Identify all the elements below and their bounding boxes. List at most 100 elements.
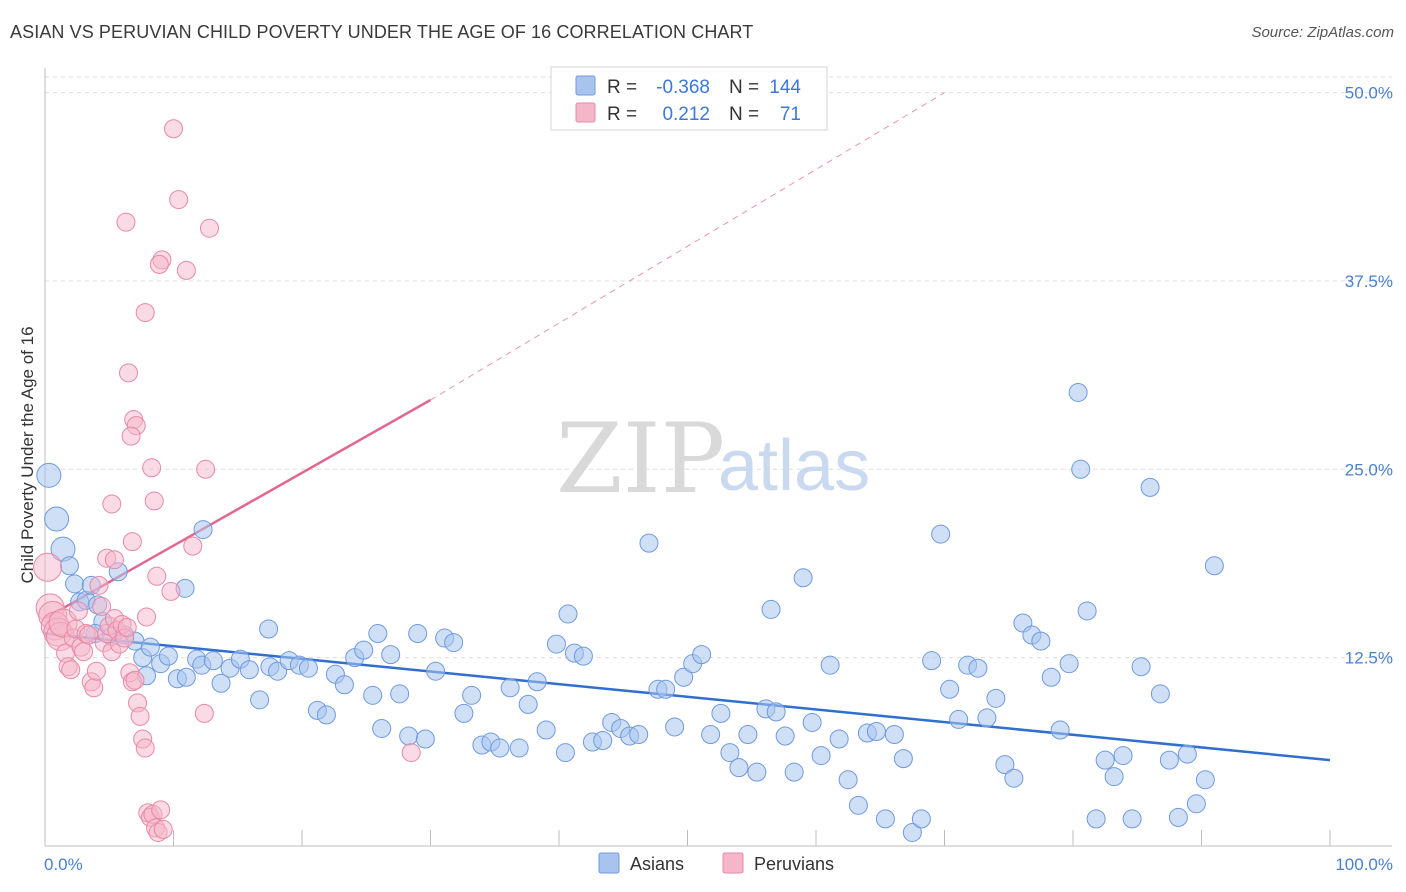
asian-point <box>490 738 510 758</box>
asian-point <box>866 721 886 741</box>
asian-point <box>316 705 336 725</box>
peruvian-point <box>199 218 219 238</box>
asian-point <box>140 637 160 657</box>
asian-point <box>656 679 676 699</box>
asian-point <box>1177 744 1197 764</box>
asian-point <box>968 658 988 678</box>
asian-point <box>1140 477 1160 497</box>
bottom-legend-swatch-peruvian <box>722 852 744 874</box>
peruvian-point <box>125 670 145 690</box>
asian-point <box>390 684 410 704</box>
peruvian-point <box>183 536 203 556</box>
asian-point <box>408 624 428 644</box>
bottom-legend: Asians Peruvians <box>598 852 834 874</box>
asian-point <box>454 703 474 723</box>
asian-point <box>573 646 593 666</box>
asian-point <box>1122 809 1142 829</box>
asian-point <box>354 640 374 660</box>
asian-point <box>536 720 556 740</box>
asian-point <box>820 655 840 675</box>
asian-point <box>922 651 942 671</box>
asian-point <box>893 749 913 769</box>
peruvian-point <box>68 601 88 621</box>
peruvian-point <box>153 819 173 839</box>
asian-point <box>259 619 279 639</box>
asian-point <box>1113 746 1133 766</box>
peruvian-point <box>33 552 63 582</box>
legend-r-value-asian: -0.368 <box>656 77 710 98</box>
peruvian-point <box>86 661 106 681</box>
asian-point <box>363 685 383 705</box>
asian-point <box>36 462 62 488</box>
watermark-zip: ZIP <box>556 403 725 515</box>
asian-point <box>368 624 388 644</box>
peruvian-point <box>135 738 155 758</box>
top-legend: R = -0.368 N = 144 R = 0.212 N = 71 <box>550 66 828 131</box>
peruvian-point <box>102 494 122 514</box>
asian-point <box>793 568 813 588</box>
y-tick-label: 37.5% <box>1345 272 1393 291</box>
asian-point <box>1068 382 1088 402</box>
asian-point <box>1031 631 1051 651</box>
peruvian-point <box>142 458 162 478</box>
legend-r-label-peruvian: R = <box>607 104 637 125</box>
legend-swatch-asian <box>575 75 596 96</box>
peruvian-point <box>164 119 183 139</box>
asian-point <box>875 809 895 829</box>
asian-point <box>829 729 849 749</box>
asian-point <box>977 708 997 728</box>
asian-point <box>399 726 419 746</box>
asian-point <box>911 809 931 829</box>
asian-point <box>766 702 786 722</box>
asian-point <box>211 673 231 693</box>
asian-point <box>629 724 649 744</box>
asian-point <box>444 633 464 653</box>
peruvian-point <box>151 800 171 820</box>
peruvian-point <box>149 254 169 274</box>
asian-point <box>1004 768 1024 788</box>
asian-point <box>729 758 749 778</box>
peruvian-point <box>122 532 142 552</box>
asian-point <box>1204 556 1224 576</box>
axis-layer: 12.5% 25.0% 37.5% 50.0% 0.0% 100.0% <box>44 68 1393 874</box>
asian-point <box>239 660 259 680</box>
asian-point <box>811 746 831 766</box>
peruvian-point <box>137 607 157 627</box>
asian-point <box>1050 720 1070 740</box>
asian-point <box>884 724 904 744</box>
y-tick-label: 50.0% <box>1345 84 1393 103</box>
peruvian-point <box>401 743 421 763</box>
asian-point <box>59 556 79 576</box>
peruvian-point <box>135 303 155 323</box>
asian-point <box>193 520 213 540</box>
asian-point <box>527 672 547 692</box>
asian-point <box>426 661 446 681</box>
asian-point <box>711 703 731 723</box>
asian-point <box>1150 684 1170 704</box>
asian-point <box>546 634 566 654</box>
asian-point <box>1059 654 1079 674</box>
asian-point <box>639 533 659 553</box>
bottom-legend-label-peruvian: Peruvians <box>754 854 834 874</box>
y-axis-label: Child Poverty Under the Age of 16 <box>18 326 37 583</box>
x-tick-label-min: 0.0% <box>44 855 83 874</box>
legend-n-label-asian: N = <box>729 77 759 98</box>
asian-point <box>775 726 795 746</box>
asian-point <box>802 712 822 732</box>
asian-point <box>158 646 178 666</box>
asian-point <box>558 604 578 624</box>
asian-point <box>747 762 767 782</box>
asian-point <box>692 645 712 665</box>
asian-point <box>1168 807 1188 827</box>
peruvian-point <box>176 260 196 280</box>
asian-point <box>203 651 223 671</box>
asian-point <box>674 667 694 687</box>
asian-point <box>593 731 613 751</box>
asian-point <box>298 658 318 678</box>
asian-point <box>176 667 196 687</box>
chart-title: ASIAN VS PERUVIAN CHILD POVERTY UNDER TH… <box>10 22 754 42</box>
asian-point <box>1041 667 1061 687</box>
legend-n-value-asian: 144 <box>769 77 801 98</box>
asian-point <box>784 762 804 782</box>
asian-point <box>701 724 721 744</box>
